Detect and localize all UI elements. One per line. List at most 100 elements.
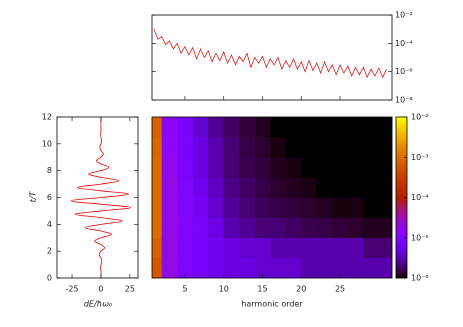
colorbar-swatch (396, 135, 407, 139)
colorbar-swatch (396, 159, 407, 164)
heat-cell (177, 237, 194, 259)
heat-cell (177, 117, 194, 138)
heat-cell (301, 177, 318, 198)
heat-cell (239, 237, 256, 259)
colorbar-swatch (396, 165, 407, 169)
colorbar-swatch (396, 143, 407, 147)
heat-cell (347, 257, 364, 279)
heat-cell (192, 197, 209, 218)
heat-cell (208, 217, 225, 239)
heat-cell (239, 257, 256, 279)
heat-cell (152, 177, 162, 198)
heat-cell (223, 217, 240, 239)
heat-cell (270, 237, 287, 259)
y-tick-label: 4 (47, 220, 52, 229)
colorbar-swatch (396, 275, 407, 279)
colorbar-swatch (396, 138, 407, 142)
x-tick-label: 20 (296, 285, 306, 294)
heat-cell (332, 137, 349, 158)
heat-cell (254, 217, 271, 239)
heat-cell (239, 117, 256, 138)
heat-cell (208, 137, 225, 158)
heat-cell (316, 117, 333, 138)
heat-cell (285, 217, 302, 239)
y-tick-label: 2 (47, 247, 52, 256)
heat-cell (301, 237, 318, 259)
colorbar-swatch (396, 264, 407, 268)
heat-cell (285, 177, 302, 198)
colorbar-swatch (396, 189, 407, 193)
heat-cell (316, 237, 333, 259)
heat-cell (208, 257, 225, 279)
colorbar-swatch (396, 253, 407, 257)
heat-cell (152, 117, 162, 138)
heat-cell (285, 197, 302, 218)
heat-cell (254, 117, 271, 138)
heat-cell (316, 177, 333, 198)
colorbar-swatch (396, 240, 407, 244)
heat-cell (347, 157, 364, 178)
heat-cell (208, 157, 225, 178)
y-tick-label: 10⁻² (395, 11, 413, 20)
heat-cell (270, 117, 287, 138)
heat-cell (363, 117, 393, 138)
colorbar-swatch (396, 162, 407, 166)
colorbar-swatch (396, 192, 407, 196)
field-line (70, 117, 131, 279)
heat-cell (363, 197, 393, 218)
heat-cell (332, 197, 349, 218)
colorbar-swatch (396, 119, 407, 123)
heat-cell (161, 257, 178, 279)
x-tick-label: 15 (257, 285, 267, 294)
heat-cell (254, 157, 271, 178)
colorbar-swatch (396, 130, 407, 134)
heat-cell (254, 137, 271, 158)
colorbar-swatch (396, 261, 407, 265)
plots: 10⁻² 10⁻⁴ 10⁻⁶ 10⁻⁸ -25 0 25 0 2 4 6 8 10 12 5 10 15 20 25… (42, 11, 429, 294)
heat-cell (192, 177, 209, 198)
heat-cell (363, 257, 393, 279)
heat-cell (161, 117, 178, 138)
heat-cell (239, 217, 256, 239)
colorbar-swatch (396, 117, 407, 121)
heat-cell (161, 177, 178, 198)
heat-cell (285, 157, 302, 178)
heat-cell (316, 157, 333, 178)
heat-cell (301, 217, 318, 239)
heat-cell (301, 137, 318, 158)
heat-cell (285, 237, 302, 259)
colorbar-swatch (396, 216, 407, 220)
heat-cell (177, 157, 194, 178)
colorbar-swatch (396, 184, 407, 188)
plot-frame (151, 116, 393, 279)
heat-cell (363, 137, 393, 158)
colorbar-swatch (396, 245, 407, 249)
heat-cell (177, 177, 194, 198)
heat-cell (347, 117, 364, 138)
colorbar-swatch (396, 167, 407, 172)
colorbar-swatch (396, 224, 407, 228)
colorbar-swatch (396, 122, 407, 126)
heat-cell (285, 257, 302, 279)
heat-cell (332, 157, 349, 178)
heat-cell (301, 197, 318, 218)
y-axis-label: t/T (29, 191, 38, 203)
heat-cell (152, 157, 162, 178)
heat-cell (363, 177, 393, 198)
heat-cell (152, 137, 162, 158)
heat-cell (223, 157, 240, 178)
heat-cell (239, 137, 256, 158)
colorbar-swatch (396, 218, 407, 223)
heat-cell (223, 137, 240, 158)
colorbar-swatch (396, 213, 407, 217)
heat-cell (161, 197, 178, 218)
colorbar-swatch (396, 154, 407, 158)
colorbar-swatch (396, 176, 407, 180)
x-axis-label: dE/ħω₀ (84, 300, 113, 309)
heat-cell (301, 117, 318, 138)
colorbar-swatch (396, 221, 407, 225)
colorbar-swatch (396, 208, 407, 212)
heat-cell (363, 217, 393, 239)
colorbar-swatch (396, 259, 407, 263)
colorbar-swatch (396, 202, 407, 206)
